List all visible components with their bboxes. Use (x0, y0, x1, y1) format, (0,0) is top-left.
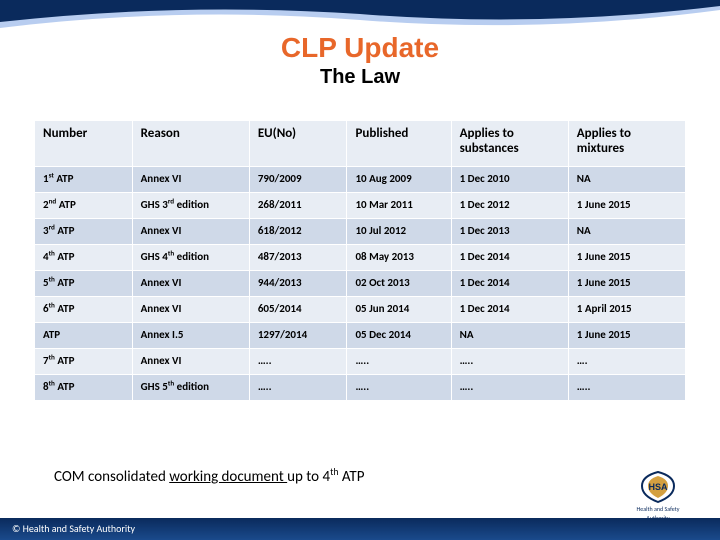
cell-eu: 605/2014 (249, 297, 347, 323)
table-header: Published (347, 121, 451, 167)
table-row: 2nd ATPGHS 3rd edition268/201110 Mar 201… (35, 193, 686, 219)
table-header-row: Number Reason EU(No) Published Applies t… (35, 121, 686, 167)
cell-reason: Annex VI (132, 167, 249, 193)
cell-reason: Annex VI (132, 349, 249, 375)
cell-reason: Annex I.5 (132, 323, 249, 349)
cell-reason: GHS 4th edition (132, 245, 249, 271)
table-row: ATPAnnex I.51297/201405 Dec 2014NA1 June… (35, 323, 686, 349)
cell-number: 6th ATP (35, 297, 133, 323)
cell-published: 05 Dec 2014 (347, 323, 451, 349)
cell-number: 1st ATP (35, 167, 133, 193)
cell-reason: GHS 5th edition (132, 375, 249, 401)
table-row: 3rd ATPAnnex VI618/201210 Jul 20121 Dec … (35, 219, 686, 245)
table-row: 5th ATPAnnex VI944/201302 Oct 20131 Dec … (35, 271, 686, 297)
cell-mixtures: NA (568, 219, 685, 245)
cell-eu: ….. (249, 375, 347, 401)
cell-substances: NA (451, 323, 568, 349)
cell-substances: 1 Dec 2014 (451, 271, 568, 297)
table-header: Applies to mixtures (568, 121, 685, 167)
table-header: Reason (132, 121, 249, 167)
footer-text: © Health and Safety Authority (12, 522, 135, 535)
cell-mixtures: 1 June 2015 (568, 271, 685, 297)
cell-number: ATP (35, 323, 133, 349)
cell-published: 02 Oct 2013 (347, 271, 451, 297)
cell-eu: 268/2011 (249, 193, 347, 219)
cell-published: ….. (347, 349, 451, 375)
cell-eu: 1297/2014 (249, 323, 347, 349)
cell-published: 10 Aug 2009 (347, 167, 451, 193)
atp-table-wrap: Number Reason EU(No) Published Applies t… (34, 120, 686, 401)
cell-substances: 1 Dec 2013 (451, 219, 568, 245)
cell-substances: 1 Dec 2014 (451, 297, 568, 323)
cell-published: 05 Jun 2014 (347, 297, 451, 323)
logo-text-1: Health and Safety (624, 506, 692, 513)
table-header: Applies to substances (451, 121, 568, 167)
cell-number: 5th ATP (35, 271, 133, 297)
cell-reason: GHS 3rd edition (132, 193, 249, 219)
cell-number: 2nd ATP (35, 193, 133, 219)
cell-mixtures: ….. (568, 375, 685, 401)
cell-reason: Annex VI (132, 271, 249, 297)
svg-text:HSA: HSA (648, 482, 668, 492)
cell-number: 3rd ATP (35, 219, 133, 245)
cell-mixtures: 1 June 2015 (568, 323, 685, 349)
atp-table: Number Reason EU(No) Published Applies t… (34, 120, 686, 401)
cell-eu: 487/2013 (249, 245, 347, 271)
cell-number: 8th ATP (35, 375, 133, 401)
cell-published: 10 Jul 2012 (347, 219, 451, 245)
slide-title: CLP Update (0, 32, 720, 64)
table-row: 8th ATPGHS 5th edition…..…..…..….. (35, 375, 686, 401)
cell-eu: 618/2012 (249, 219, 347, 245)
cell-mixtures: …. (568, 349, 685, 375)
slide-subtitle: The Law (0, 66, 720, 89)
table-header: EU(No) (249, 121, 347, 167)
cell-substances: ….. (451, 349, 568, 375)
cell-mixtures: NA (568, 167, 685, 193)
cell-substances: 1 Dec 2010 (451, 167, 568, 193)
cell-published: 10 Mar 2011 (347, 193, 451, 219)
cell-reason: Annex VI (132, 219, 249, 245)
table-header: Number (35, 121, 133, 167)
cell-eu: 790/2009 (249, 167, 347, 193)
top-decorative-curve (0, 0, 720, 36)
cell-substances: 1 Dec 2012 (451, 193, 568, 219)
cell-mixtures: 1 April 2015 (568, 297, 685, 323)
table-row: 1st ATPAnnex VI790/200910 Aug 20091 Dec … (35, 167, 686, 193)
table-row: 6th ATPAnnex VI605/201405 Jun 20141 Dec … (35, 297, 686, 323)
footnote: COM consolidated working document up to … (54, 468, 364, 486)
hsa-logo: HSA Health and Safety Authority (624, 470, 692, 524)
cell-number: 4th ATP (35, 245, 133, 271)
cell-mixtures: 1 June 2015 (568, 245, 685, 271)
footer-bar: © Health and Safety Authority (0, 518, 720, 540)
cell-published: 08 May 2013 (347, 245, 451, 271)
cell-reason: Annex VI (132, 297, 249, 323)
cell-substances: 1 Dec 2014 (451, 245, 568, 271)
cell-published: ….. (347, 375, 451, 401)
cell-substances: ….. (451, 375, 568, 401)
cell-number: 7th ATP (35, 349, 133, 375)
cell-mixtures: 1 June 2015 (568, 193, 685, 219)
table-row: 4th ATPGHS 4th edition487/201308 May 201… (35, 245, 686, 271)
cell-eu: 944/2013 (249, 271, 347, 297)
cell-eu: ….. (249, 349, 347, 375)
table-row: 7th ATPAnnex VI…..…..…..…. (35, 349, 686, 375)
